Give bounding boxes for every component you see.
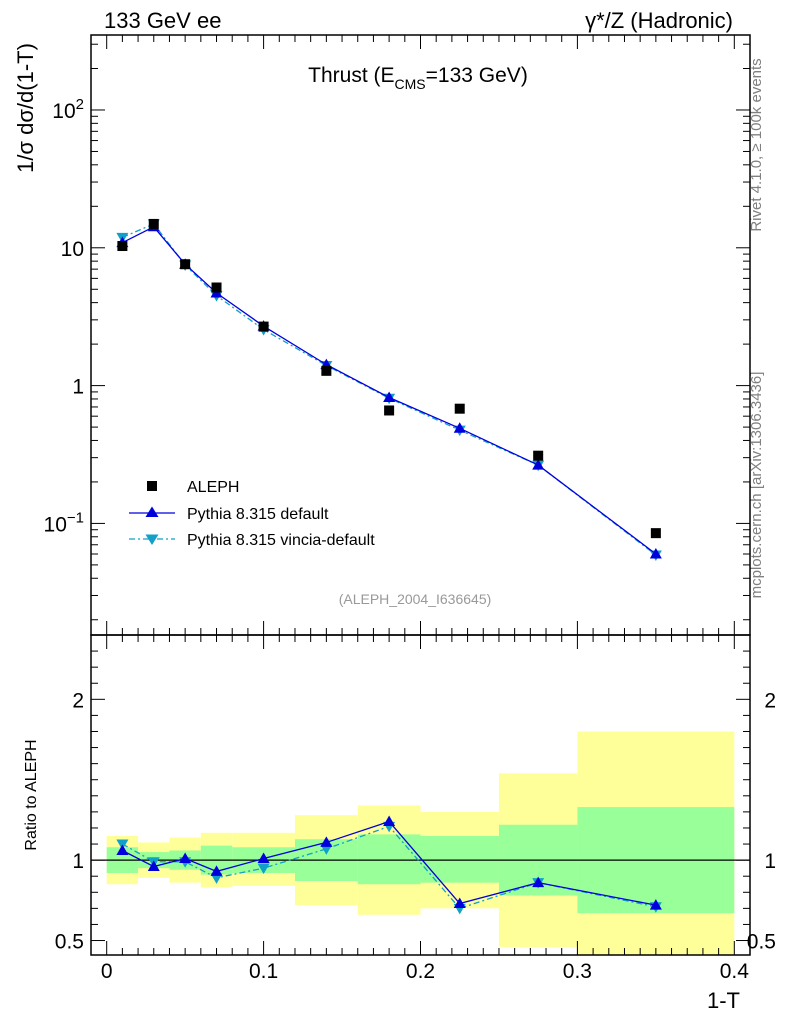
ratio-y-tick-label: 1	[72, 850, 84, 873]
ratio-y-axis-label: Ratio to ALEPH	[23, 739, 40, 850]
ratio-default-point	[257, 852, 270, 864]
legend-vincia-marker	[145, 534, 159, 545]
default-point	[649, 547, 662, 559]
aleph-point	[180, 259, 191, 270]
x-tick-label: 0.2	[406, 960, 435, 983]
aleph-point	[148, 218, 159, 229]
x-tick-label: 0.3	[563, 960, 592, 983]
ratio-y-tick-label-right: 1	[764, 850, 776, 873]
ratio-y-tick-label-right: 0.5	[747, 931, 776, 954]
tick-label-base: 10	[44, 513, 67, 536]
main-plot-area	[116, 218, 662, 561]
aleph-point	[117, 241, 128, 252]
header-right-label: γ*/Z (Hadronic)	[585, 8, 733, 33]
legend-aleph-marker	[147, 481, 157, 491]
inner-band	[357, 834, 421, 885]
chart-title-main: Thrust (E	[308, 64, 394, 87]
x-tick-label: 0	[101, 960, 113, 983]
legend: ALEPH Pythia 8.315 default Pythia 8.315 …	[129, 479, 375, 549]
ratio-y-tick-label: 0.5	[55, 931, 84, 954]
ratio-default-point	[532, 876, 545, 888]
analysis-label: (ALEPH_2004_I636645)	[339, 591, 492, 607]
vincia-line	[122, 223, 657, 556]
ratio-vincia-line	[122, 825, 656, 910]
tick-label-base: 10	[52, 100, 75, 123]
ratio-plot-area	[91, 815, 750, 915]
aleph-point	[258, 321, 269, 332]
x-axis-label: 1-T	[707, 988, 740, 1013]
legend-vincia-label: Pythia 8.315 vincia-default	[187, 532, 375, 549]
tick-label-exponent: 2	[76, 96, 84, 113]
ratio-default-point	[320, 836, 333, 847]
main-y-tick-label: 1	[72, 376, 84, 399]
legend-default-label: Pythia 8.315 default	[187, 506, 329, 523]
ratio-default-point	[179, 852, 192, 864]
chart-title-subscript: CMS	[395, 76, 426, 92]
main-y-tick-label: 102	[52, 96, 84, 123]
ratio-default-point	[383, 815, 396, 827]
main-y-tick-label: 10	[61, 238, 84, 261]
ratio-vincia-point	[210, 873, 223, 884]
ratio-default-point	[210, 865, 223, 876]
main-y-axis-label: 1/σ dσ/d(1-T)	[13, 43, 38, 173]
header-left-label: 133 GeV ee	[104, 8, 221, 33]
aleph-point	[650, 528, 661, 539]
default-point	[532, 459, 545, 470]
ratio-y-tick-label-right: 2	[764, 689, 776, 712]
ratio-default-point	[147, 860, 160, 872]
ratio-default-line	[122, 820, 656, 906]
aleph-point	[533, 450, 544, 461]
tick-label-base: 10	[61, 238, 84, 261]
tick-label-exponent: −1	[67, 509, 84, 526]
default-point	[453, 422, 466, 433]
ratio-default-point	[116, 844, 129, 855]
mcplots-label: mcplots.cern.ch [arXiv:1306.3436]	[748, 372, 765, 599]
aleph-point	[211, 282, 222, 293]
legend-default-marker	[145, 506, 159, 517]
x-tick-label: 0.1	[249, 960, 278, 983]
ratio-axis-ticks: 0 0.1 0.2 0.3 0.4 0.5 0.5 1 1 2 2	[55, 635, 776, 983]
ratio-uncertainty-bands	[106, 731, 735, 955]
aleph-point	[454, 403, 465, 414]
rivet-label: Rivet 4.1.0, ≥ 100k events	[748, 58, 765, 231]
ratio-default-point	[453, 897, 466, 909]
tick-label-base: 1	[72, 376, 84, 399]
ratio-vincia-point	[257, 863, 270, 875]
x-tick-label: 0.4	[720, 960, 750, 983]
default-line	[122, 225, 657, 555]
ratio-default-point	[649, 899, 662, 910]
chart-title: Thrust (ECMS=133 GeV)	[308, 64, 528, 92]
aleph-point	[384, 405, 395, 416]
legend-aleph-label: ALEPH	[187, 479, 239, 496]
default-point	[383, 391, 396, 402]
ratio-vincia-point	[320, 844, 333, 855]
ratio-panel: 0 0.1 0.2 0.3 0.4 0.5 0.5 1 1 2 2 Ratio to ALEPH 1…	[23, 634, 776, 1013]
ratio-y-tick-label: 2	[72, 689, 84, 712]
aleph-point	[321, 365, 332, 376]
chart-title-tail: =133 GeV)	[426, 64, 528, 87]
main-y-tick-label: 10−1	[44, 509, 84, 536]
inner-band	[420, 836, 499, 883]
